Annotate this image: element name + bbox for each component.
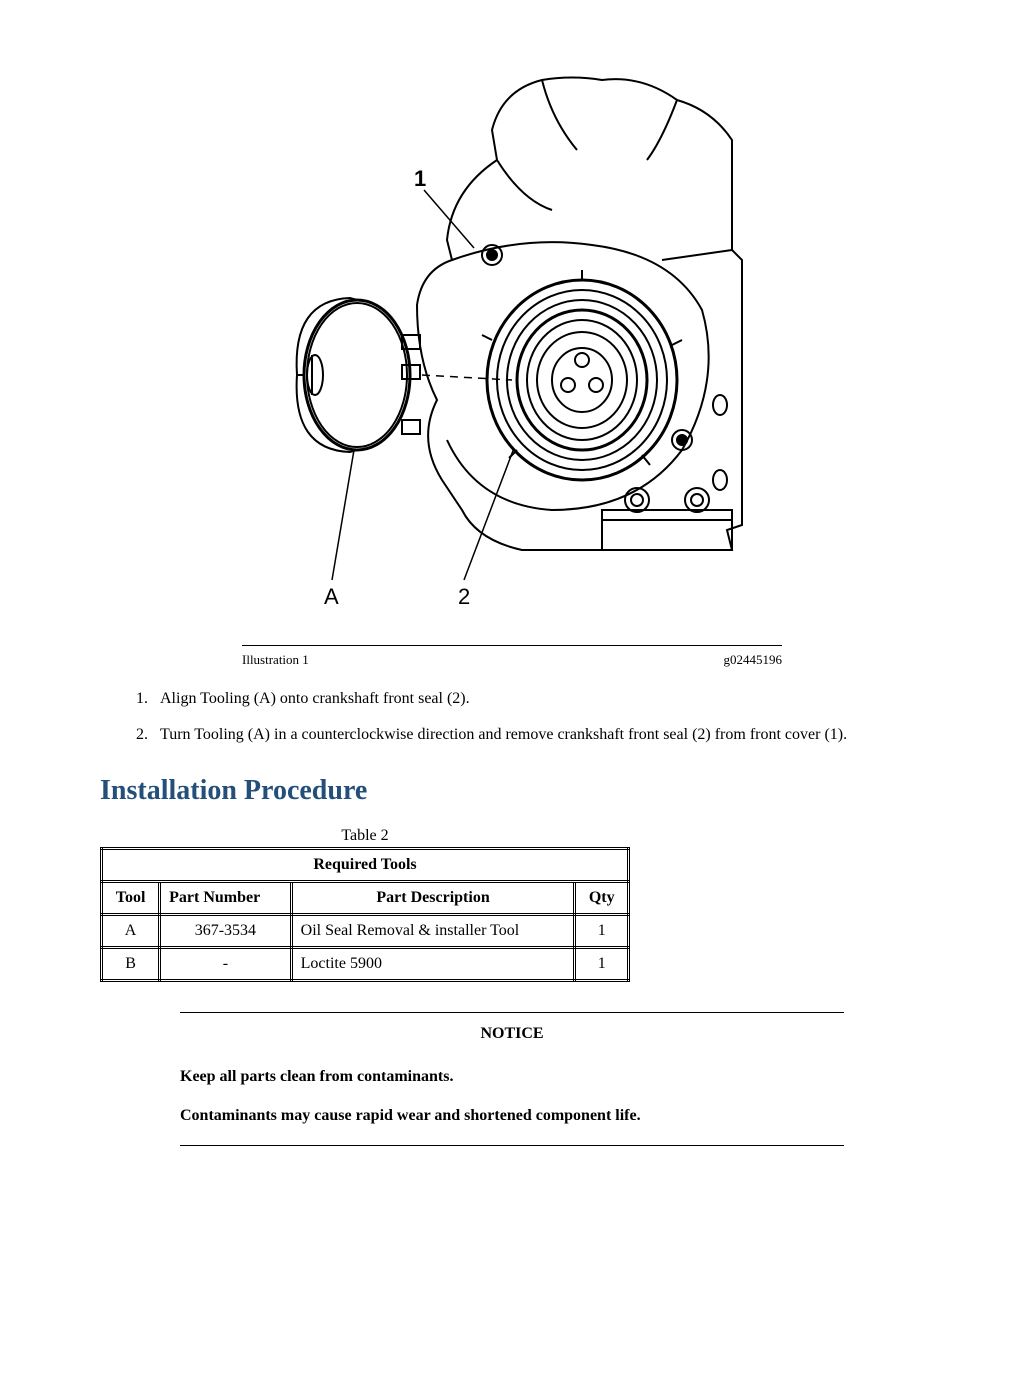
- required-tools-table: Required Tools Tool Part Number Part Des…: [100, 847, 630, 982]
- notice-divider-top: [180, 1012, 844, 1013]
- cell-qty: 1: [575, 948, 629, 981]
- section-heading: Installation Procedure: [100, 775, 924, 807]
- table-caption: Table 2: [100, 827, 630, 845]
- cell-part-number: 367-3534: [160, 915, 292, 948]
- illustration-figure: 1 A 2: [100, 60, 924, 625]
- table-row: Required Tools: [102, 849, 629, 882]
- cell-qty: 1: [575, 915, 629, 948]
- notice-text: Keep all parts clean from contaminants.: [180, 1067, 844, 1088]
- cell-tool: B: [102, 948, 160, 981]
- illustration-id: g02445196: [724, 652, 783, 668]
- callout-2: 2: [458, 584, 470, 609]
- col-part-description: Part Description: [291, 882, 575, 915]
- col-qty: Qty: [575, 882, 629, 915]
- illustration-label: Illustration 1: [242, 652, 309, 668]
- notice-title: NOTICE: [180, 1025, 844, 1043]
- caption-divider: [242, 645, 782, 646]
- table-title: Required Tools: [102, 849, 629, 882]
- table-header-row: Tool Part Number Part Description Qty: [102, 882, 629, 915]
- notice-block: NOTICE Keep all parts clean from contami…: [180, 1012, 844, 1146]
- callout-A: A: [324, 584, 339, 609]
- required-tools-table-container: Table 2 Required Tools Tool Part Number …: [100, 827, 924, 982]
- col-part-number: Part Number: [160, 882, 292, 915]
- col-tool: Tool: [102, 882, 160, 915]
- notice-divider-bottom: [180, 1145, 844, 1146]
- callout-1: 1: [414, 166, 426, 191]
- procedure-step: Align Tooling (A) onto crankshaft front …: [152, 688, 924, 710]
- illustration-caption: Illustration 1 g02445196: [140, 645, 884, 668]
- cell-part-description: Oil Seal Removal & installer Tool: [291, 915, 575, 948]
- procedure-step: Turn Tooling (A) in a counterclockwise d…: [152, 724, 924, 746]
- cell-part-description: Loctite 5900: [291, 948, 575, 981]
- cell-tool: A: [102, 915, 160, 948]
- table-row: A 367-3534 Oil Seal Removal & installer …: [102, 915, 629, 948]
- cell-part-number: -: [160, 948, 292, 981]
- notice-text: Contaminants may cause rapid wear and sh…: [180, 1106, 844, 1127]
- procedure-list: Align Tooling (A) onto crankshaft front …: [100, 688, 924, 745]
- table-row: B - Loctite 5900 1: [102, 948, 629, 981]
- technical-drawing: 1 A 2: [242, 60, 782, 620]
